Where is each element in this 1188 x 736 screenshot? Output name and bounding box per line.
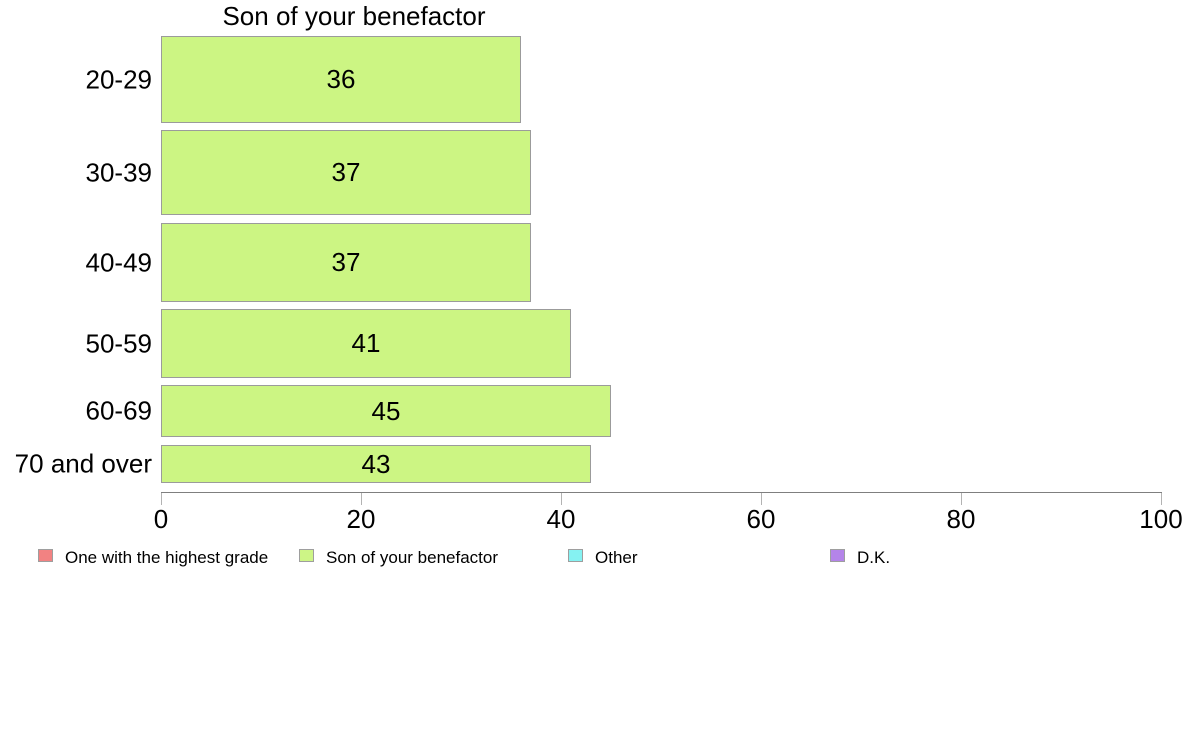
category-label: 70 and over: [14, 448, 152, 479]
bar-value-label: 43: [361, 448, 391, 479]
bar: 43: [161, 445, 591, 483]
legend-item-label: D.K.: [857, 547, 891, 567]
legend-swatch: [299, 549, 314, 562]
x-axis-tick-label: 80: [946, 504, 976, 534]
x-axis-tick: [1161, 493, 1162, 505]
bar-value-label: 37: [331, 247, 361, 277]
category-label: 50-59: [85, 328, 153, 358]
bar: 41: [161, 309, 571, 378]
category-label: 20-29: [85, 64, 153, 94]
legend-swatch: [830, 549, 845, 562]
x-axis-tick: [961, 493, 962, 505]
category-label: 30-39: [85, 157, 153, 187]
bar: 45: [161, 385, 611, 437]
x-axis-line: [161, 492, 1162, 493]
x-axis-tick-label: 60: [746, 504, 776, 534]
chart-title: Son of your benefactor: [222, 1, 486, 31]
x-axis-tick-label: 0: [153, 504, 169, 534]
x-axis-tick: [561, 493, 562, 505]
legend-item-label: Other: [595, 547, 638, 567]
x-axis-tick-label: 100: [1139, 504, 1183, 534]
bar: 36: [161, 36, 521, 123]
legend-swatch: [38, 549, 53, 562]
category-label: 60-69: [85, 395, 153, 426]
x-axis-tick-label: 20: [346, 504, 376, 534]
bar-value-label: 37: [331, 157, 361, 187]
bar-value-label: 36: [326, 64, 356, 94]
x-axis-tick: [761, 493, 762, 505]
category-label: 40-49: [85, 247, 153, 277]
bar-value-label: 45: [371, 395, 401, 426]
bar: 37: [161, 130, 531, 215]
bar: 37: [161, 223, 531, 302]
x-axis-tick-label: 40: [546, 504, 576, 534]
legend-item-label: One with the highest grade: [65, 547, 269, 567]
x-axis-tick: [361, 493, 362, 505]
x-axis-tick: [161, 493, 162, 505]
bar-value-label: 41: [351, 328, 381, 358]
legend-swatch: [568, 549, 583, 562]
legend-item-label: Son of your benefactor: [326, 547, 499, 567]
